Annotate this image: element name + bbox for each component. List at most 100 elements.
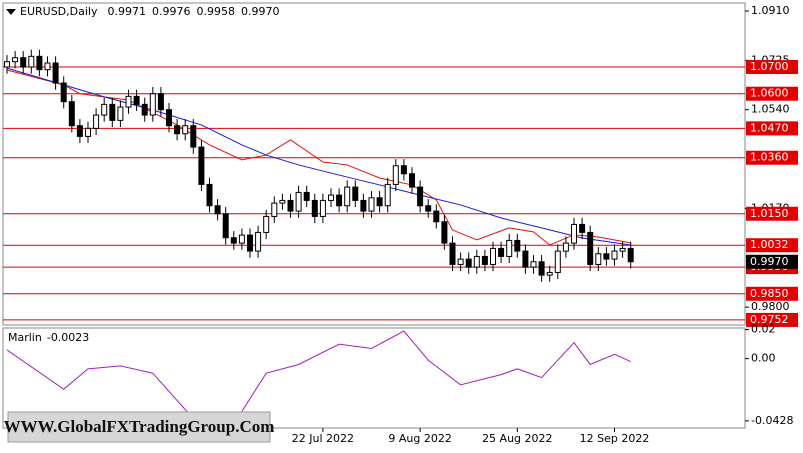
candle-body <box>198 146 205 185</box>
candle-body <box>76 125 83 137</box>
low-label: 0.9958 <box>196 5 235 18</box>
level-label-box <box>746 286 798 301</box>
x-tick-label: 25 Aug 2022 <box>482 432 552 445</box>
candle-body <box>271 202 278 217</box>
level-label-box <box>746 206 798 221</box>
candle-body <box>44 62 51 71</box>
candle-body <box>514 239 521 252</box>
y-tick-label: 1.0910 <box>751 4 790 17</box>
indicator-value: -0.0023 <box>47 331 89 344</box>
candle-body <box>449 242 456 265</box>
candle-body <box>522 250 529 268</box>
candle-body <box>409 173 415 188</box>
candle-body <box>352 186 359 201</box>
close-label: 0.9970 <box>241 5 280 18</box>
candle-body <box>52 62 59 84</box>
candle-body <box>206 183 213 207</box>
candle-body <box>595 253 602 265</box>
level-label-box <box>746 238 798 253</box>
y-tick-label: -0.0428 <box>751 414 793 427</box>
level-label: 1.0360 <box>750 151 789 164</box>
candle-body <box>279 199 286 204</box>
candle-body <box>627 247 634 263</box>
candle-body <box>12 57 19 63</box>
candle-body <box>238 234 245 244</box>
level-label: 1.0032 <box>750 238 789 251</box>
candle-body <box>554 250 561 273</box>
candle-body <box>101 103 108 116</box>
candle-body <box>295 191 302 212</box>
candle-body <box>182 125 189 135</box>
candle-body <box>587 231 594 265</box>
line-series <box>6 330 631 429</box>
candle-body <box>4 61 10 68</box>
level-label-box <box>746 86 798 101</box>
y-tick-label: 0.02 <box>751 323 776 336</box>
candle-body <box>20 57 27 68</box>
candle-body <box>384 183 391 207</box>
candle-body <box>425 205 432 212</box>
candle-body <box>247 234 253 252</box>
menu-triangle[interactable] <box>6 9 16 15</box>
level-label: 0.9752 <box>750 313 789 326</box>
candle-body <box>506 239 513 257</box>
candle-body <box>255 231 262 252</box>
candle-body <box>174 125 181 135</box>
x-tick-label: 12 Sep 2022 <box>580 432 650 445</box>
candle-body <box>28 55 35 68</box>
candle-body <box>603 253 610 260</box>
candle-body <box>619 247 626 252</box>
candle-body <box>344 186 351 207</box>
candle-body <box>93 114 100 129</box>
candle-body <box>287 199 294 212</box>
level-label: 1.0470 <box>750 121 789 134</box>
candle-body <box>336 194 343 207</box>
watermark: WWW.GlobalFXTradingGroup.Com <box>4 411 275 443</box>
candle-body <box>303 191 310 201</box>
level-label-box <box>746 150 798 165</box>
level-label: 1.0600 <box>750 87 789 100</box>
last-price-box <box>746 254 798 269</box>
candle-body <box>376 197 383 207</box>
candle-body <box>68 101 75 127</box>
candle-body <box>263 215 270 233</box>
indicator-pane <box>2 327 746 429</box>
level-label-box <box>746 312 798 327</box>
level-label: 1.0150 <box>750 207 789 220</box>
y-tick-label: 0.00 <box>751 352 776 365</box>
candle-body <box>328 194 334 201</box>
candle-body <box>166 109 172 127</box>
x-tick-label: 22 Jul 2022 <box>292 432 354 445</box>
open-label: 0.9971 <box>107 5 146 18</box>
candle-body <box>481 255 488 265</box>
candle-body <box>433 210 440 223</box>
candle-body <box>36 55 43 71</box>
candle-body <box>109 103 116 121</box>
candle-body <box>85 127 91 137</box>
candle-body <box>490 247 496 265</box>
price-pane <box>2 2 746 326</box>
candle-body <box>368 197 375 212</box>
level-label-box <box>746 60 798 75</box>
y-tick-label: 1.0540 <box>751 103 790 116</box>
candle-body <box>125 95 132 108</box>
candle-body <box>538 261 545 276</box>
candle-body <box>190 125 197 148</box>
y-tick-label: 0.9800 <box>751 300 790 313</box>
candle-body <box>222 213 229 239</box>
candle-body <box>498 247 505 257</box>
high-label: 0.9976 <box>152 5 191 18</box>
watermark-text: WWW.GlobalFXTradingGroup.Com <box>4 417 275 436</box>
candle-body <box>117 106 124 121</box>
candle-body <box>457 258 464 265</box>
candle-body <box>473 255 480 268</box>
candle-body <box>400 165 407 175</box>
candle-body <box>562 242 569 252</box>
candle-body <box>311 199 318 217</box>
candle-body <box>417 186 424 207</box>
candle-body <box>465 258 472 268</box>
candle-body <box>392 165 399 185</box>
candle-body <box>149 93 156 116</box>
